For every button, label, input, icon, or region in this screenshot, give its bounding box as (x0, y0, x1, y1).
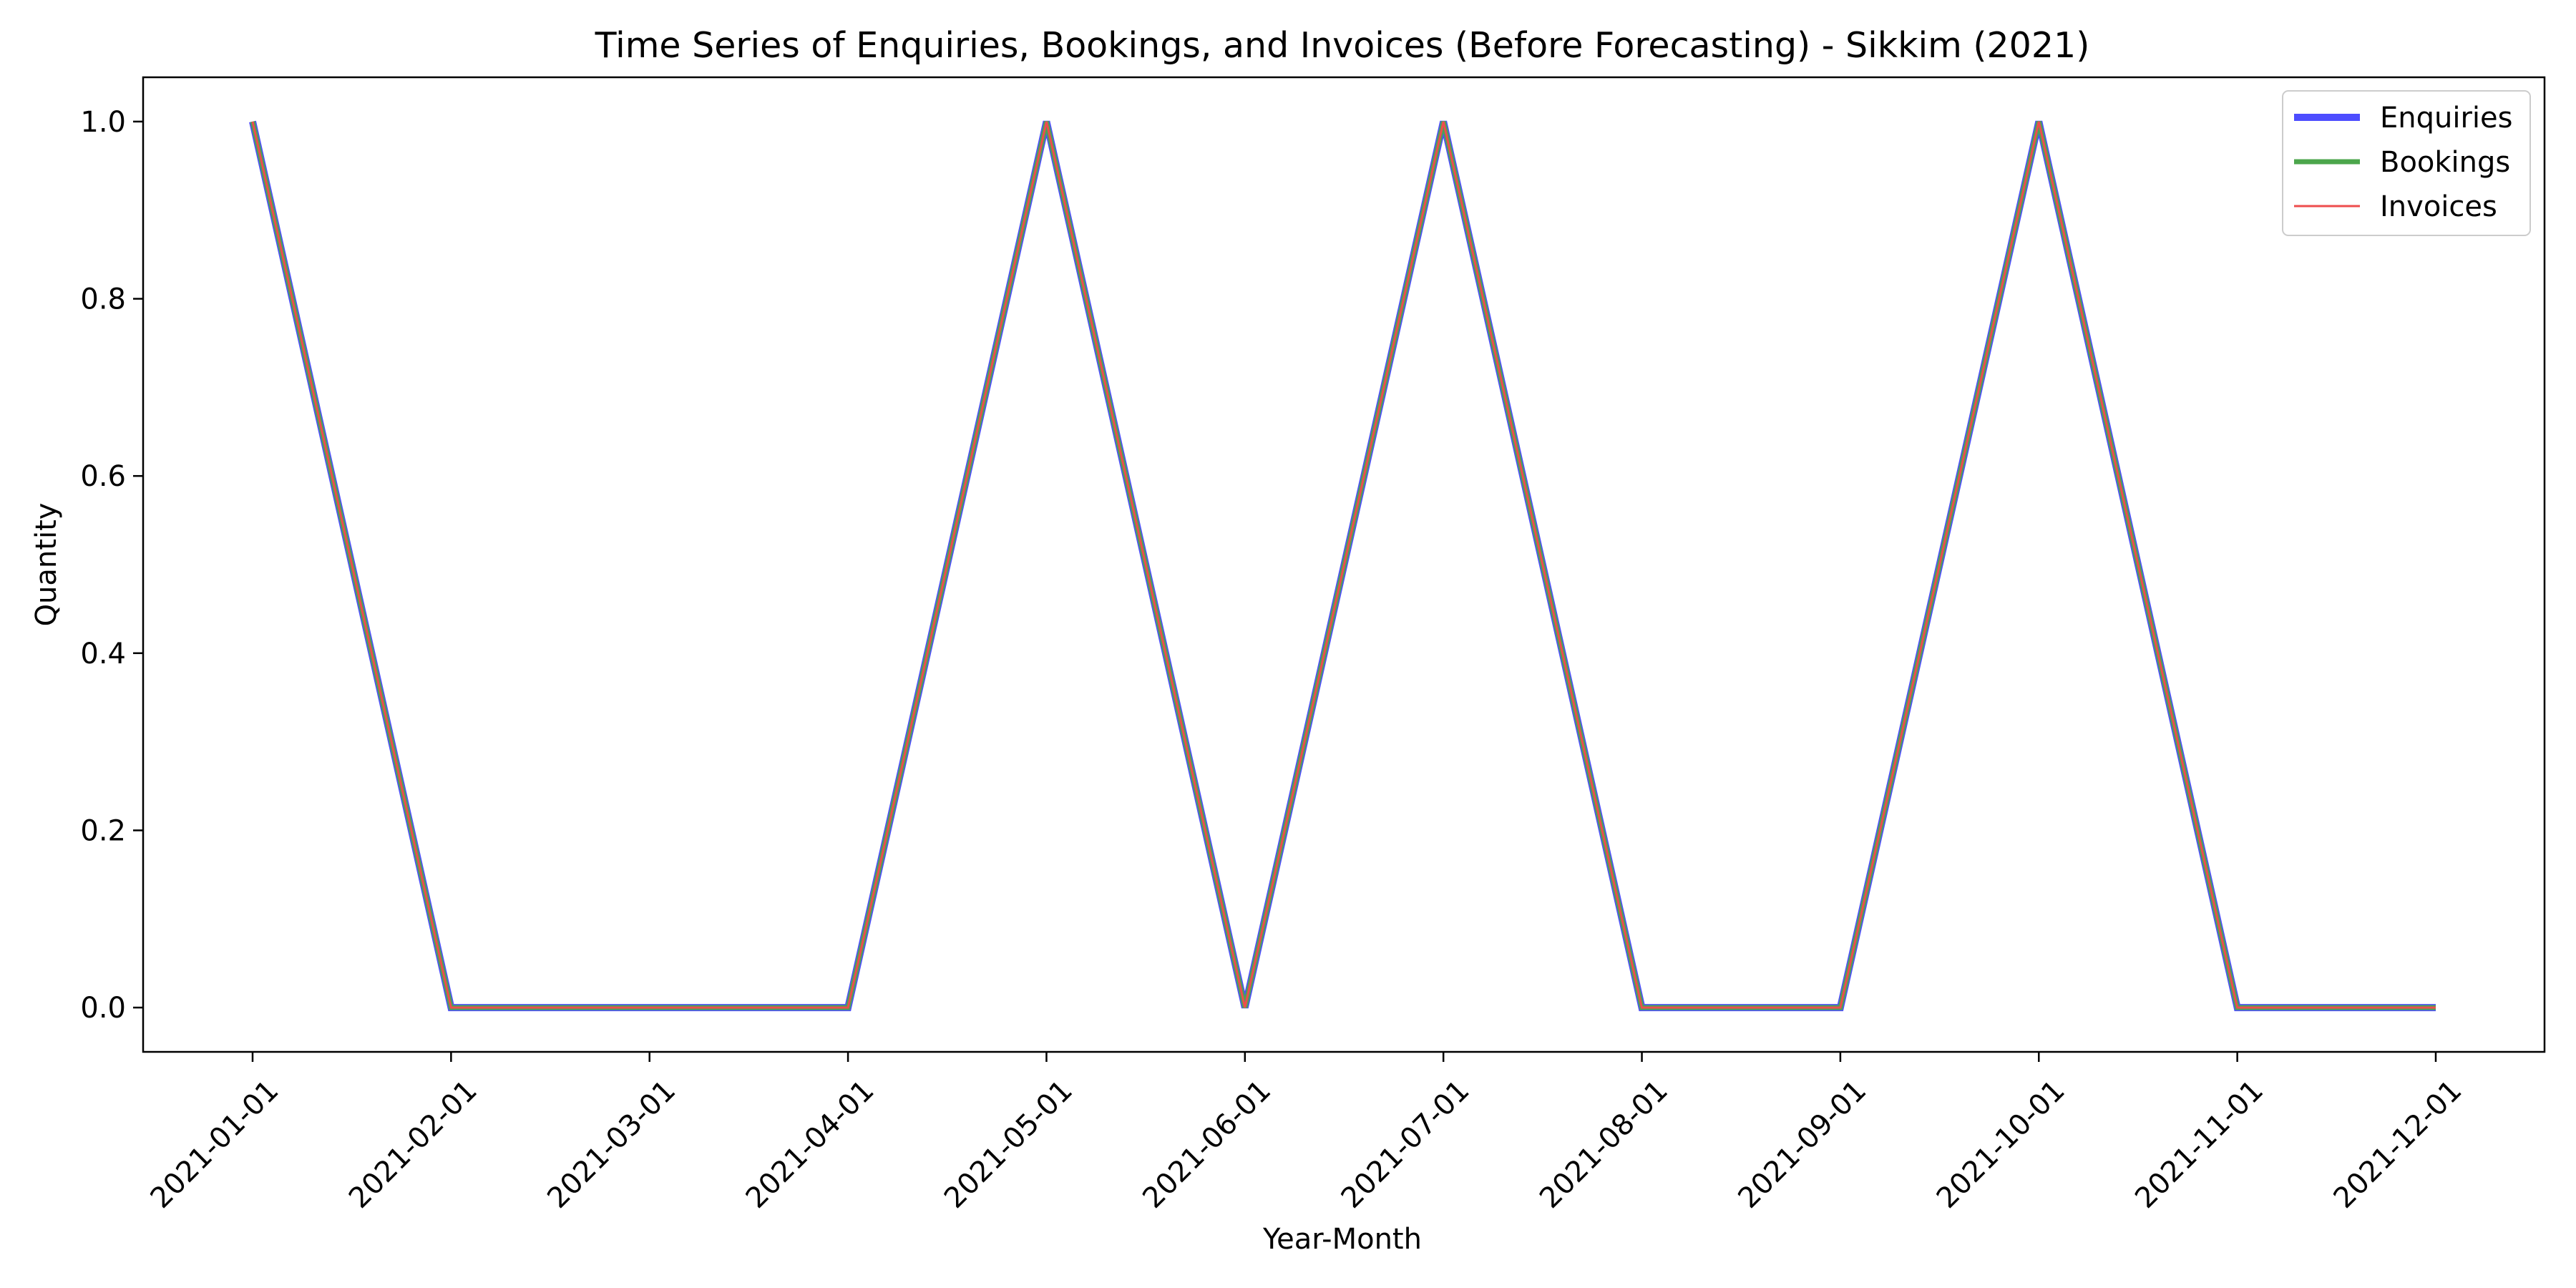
legend-label-bookings: Bookings (2380, 146, 2510, 179)
legend-box (2282, 90, 2531, 236)
x-tick-label: 2021-02-01 (343, 1074, 484, 1215)
legend-label-enquiries: Enquiries (2380, 102, 2513, 135)
y-tick-label: 0.6 (80, 460, 126, 493)
series-line-invoices (251, 121, 2436, 1009)
y-tick-label: 0.0 (80, 992, 126, 1025)
series-lines (249, 120, 2436, 1012)
x-tick-label: 2021-11-01 (2129, 1074, 2270, 1215)
y-tick-label: 0.8 (80, 283, 126, 316)
x-tick-label: 2021-08-01 (1533, 1074, 1674, 1215)
y-axis: 0.0 0.2 0.4 0.6 0.8 1.0 (80, 106, 143, 1025)
legend-label-invoices: Invoices (2380, 190, 2497, 223)
chart-title: Time Series of Enquiries, Bookings, and … (595, 25, 2090, 66)
y-tick-label: 1.0 (80, 106, 126, 139)
x-tick-label: 2021-07-01 (1335, 1074, 1476, 1215)
x-tick-label: 2021-12-01 (2328, 1074, 2469, 1215)
y-axis-label: Quantity (30, 503, 63, 627)
x-tick-label: 2021-09-01 (1732, 1074, 1873, 1215)
plot-frame (142, 76, 2546, 1053)
x-tick-label: 2021-03-01 (541, 1074, 682, 1215)
y-tick-label: 0.2 (80, 814, 126, 847)
x-tick-label: 2021-01-01 (145, 1074, 286, 1215)
x-axis: 2021-01-01 2021-02-01 2021-03-01 2021-04-01… (145, 1052, 2469, 1215)
y-tick-label: 0.4 (80, 638, 126, 670)
legend: Enquiries Bookings Invoices (2282, 90, 2531, 236)
x-tick-label: 2021-06-01 (1136, 1074, 1277, 1215)
x-tick-label: 2021-10-01 (1931, 1074, 2072, 1215)
x-axis-label: Year-Month (1262, 1223, 1422, 1256)
x-tick-label: 2021-04-01 (740, 1074, 881, 1215)
x-tick-label: 2021-05-01 (938, 1074, 1079, 1215)
